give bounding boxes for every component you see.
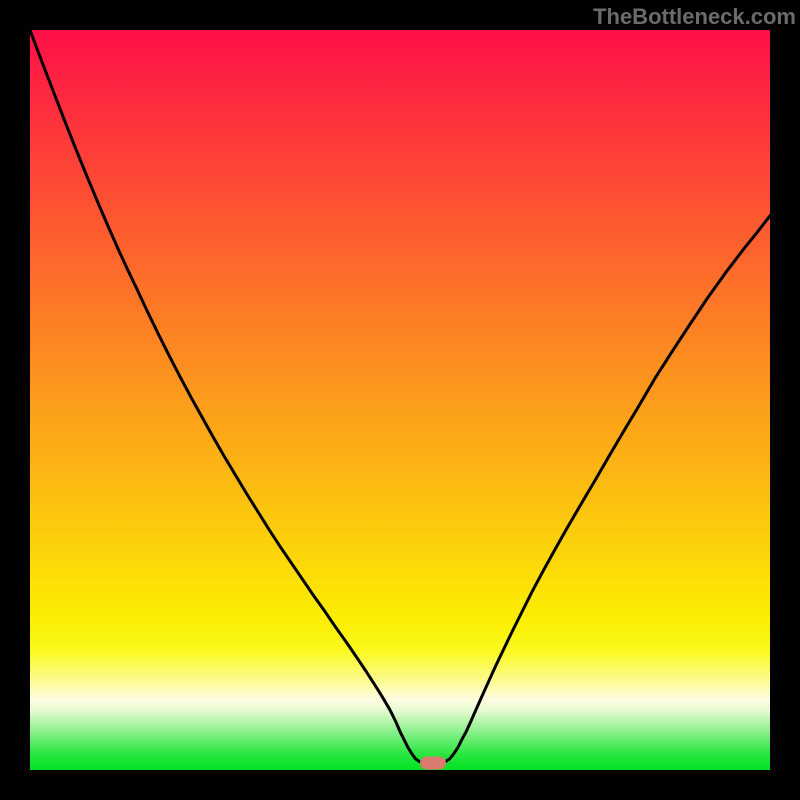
optimal-marker <box>420 756 446 769</box>
bottleneck-curve <box>30 30 770 763</box>
watermark-text: TheBottleneck.com <box>593 4 796 30</box>
plot-area <box>30 30 770 770</box>
curve-layer <box>30 30 770 770</box>
chart-container: { "canvas": { "width": 800, "height": 80… <box>0 0 800 800</box>
